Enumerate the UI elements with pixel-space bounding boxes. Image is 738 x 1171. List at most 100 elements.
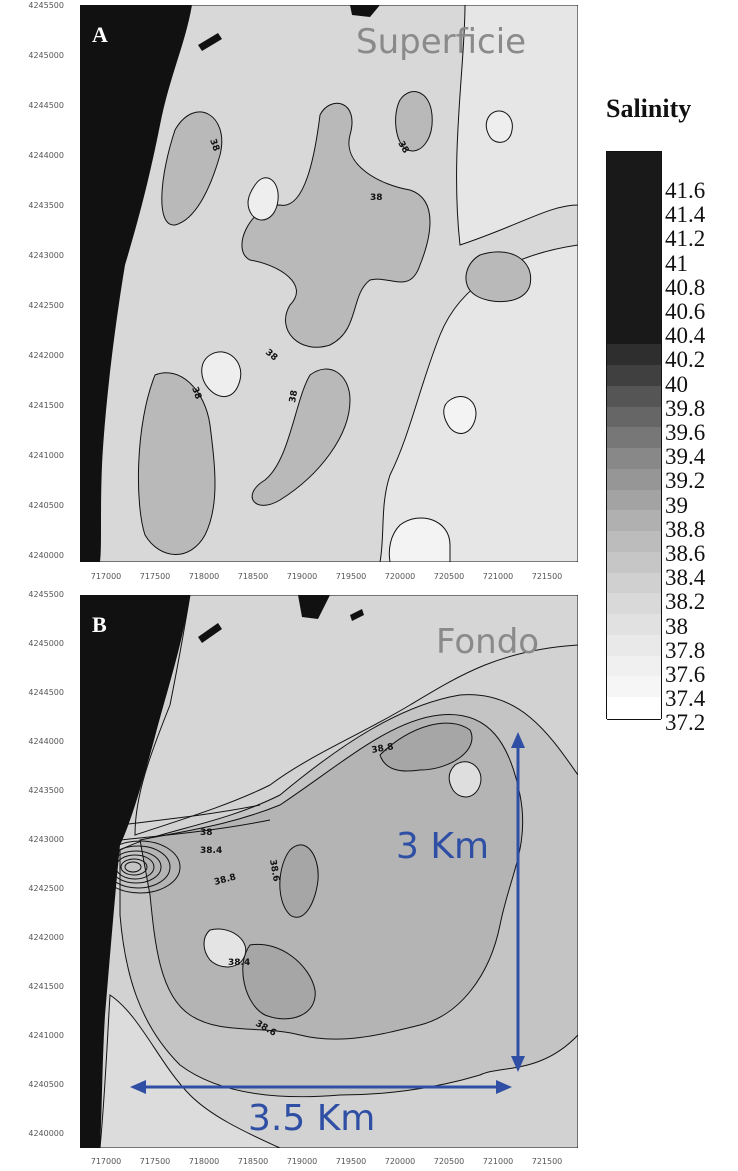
colorbar-title: Salinity [606,94,692,123]
colorbar-step [607,531,661,554]
y-tick-label: 4242500 [28,884,64,893]
x-tick-label: 719500 [335,1157,367,1166]
contour-label: 38.6 [267,859,281,883]
contour-label: 38 [200,828,213,838]
y-tick-label: 4245000 [28,51,64,60]
y-tick-label: 4245000 [28,639,64,648]
y-tick-label: 4241000 [28,1031,64,1040]
contour-label: 38.4 [200,846,222,856]
colorbar-tick-label: 39.4 [665,444,706,470]
colorbar-step [607,634,661,658]
x-tick-label: 721000 [482,1157,514,1166]
colorbar-step [607,406,661,430]
x-tick-label: 721500 [531,1157,563,1166]
colorbar-tick-label: 37.2 [665,710,706,736]
y-tick-label: 4241000 [28,451,64,460]
colorbar-tick-label: 39 [665,492,688,518]
colorbar-tick-label: 40.6 [665,299,706,324]
panel-b-map: 38 38.4 38.8 38.6 38.4 38.8 38.6 [80,595,578,1148]
y-tick-label: 4243000 [28,251,64,260]
y-tick-label: 4241500 [28,982,64,991]
x-tick-label: 719000 [286,1157,318,1166]
colorbar-tick-label: 40 [665,371,688,397]
x-tick-label: 717000 [90,1157,122,1166]
colorbar-step [607,468,661,492]
x-tick-label: 718500 [237,572,269,581]
y-tick-label: 4242000 [28,933,64,942]
horizontal-distance-label: 3.5 Km [248,1098,376,1139]
colorbar-step [607,489,661,513]
colorbar-step [607,385,661,409]
y-tick-label: 4245500 [28,1,64,10]
colorbar-tick-label: 38 [665,613,688,639]
contour-label: 38 [189,386,203,401]
vertical-distance-arrow [511,732,525,1072]
colorbar-fill [607,152,661,720]
colorbar-step [607,365,661,388]
colorbar-step [607,697,661,720]
contour-label: 38 [207,138,221,153]
colorbar-tick-label: 37.4 [665,686,706,712]
x-tick-label: 717500 [139,1157,171,1166]
colorbar [606,151,662,720]
panel-b-letter: B [92,612,107,637]
colorbar-tick-label: 38.8 [665,516,706,542]
y-tick-label: 4243000 [28,835,64,844]
colorbar-step [607,448,661,471]
y-tick-label: 4244500 [28,688,64,697]
x-tick-label: 720500 [433,572,465,581]
panel-b-title: Fondo [436,622,540,662]
y-tick-label: 4242000 [28,351,64,360]
colorbar-tick-label: 41.2 [665,226,706,252]
colorbar-step [607,614,661,637]
x-tick-label: 718000 [188,572,220,581]
contour-label: 38 [288,389,300,403]
colorbar-tick-label: 41.6 [665,178,706,203]
y-tick-label: 4244500 [28,101,64,110]
y-tick-label: 4240000 [28,551,64,560]
y-tick-label: 4242500 [28,301,64,310]
colorbar-tick-label: 38.6 [665,541,706,566]
y-tick-label: 4243500 [28,786,64,795]
colorbar-step [607,427,661,450]
colorbar-tick-label: 38.2 [665,589,706,615]
y-tick-label: 4244000 [28,737,64,746]
y-tick-label: 4243500 [28,201,64,210]
colorbar-tick-label: 39.2 [665,468,706,494]
y-tick-label: 4240000 [28,1129,64,1138]
panel-a-title: Superficie [356,22,527,62]
colorbar-step [607,152,661,347]
x-tick-label: 720500 [433,1157,465,1166]
colorbar-step [607,593,661,616]
contour-label: 38 [370,193,383,203]
panel-a-letter: A [92,22,108,47]
x-tick-label: 717000 [90,572,122,581]
x-tick-label: 718000 [188,1157,220,1166]
x-tick-label: 721500 [531,572,563,581]
contour-label: 38.8 [371,742,395,756]
x-tick-label: 721000 [482,572,514,581]
colorbar-tick-label: 37.6 [665,662,706,687]
colorbar-tick-label: 40.4 [665,323,706,349]
y-tick-label: 4240500 [28,501,64,510]
x-tick-label: 718500 [237,1157,269,1166]
y-tick-label: 4241500 [28,401,64,410]
colorbar-step [607,655,661,679]
x-tick-label: 720000 [384,572,416,581]
x-tick-label: 719500 [335,572,367,581]
y-tick-label: 4245500 [28,590,64,599]
y-tick-label: 4240500 [28,1080,64,1089]
colorbar-tick-label: 39.8 [665,395,706,421]
colorbar-tick-label: 40.8 [665,274,706,300]
colorbar-step [607,572,661,596]
colorbar-tick-label: 37.8 [665,637,706,663]
colorbar-step [607,344,661,367]
vertical-distance-label: 3 Km [396,826,490,867]
colorbar-tick-label: 39.6 [665,420,706,445]
panel-a-map: 38 38 38 38 38 38 [80,5,578,562]
x-tick-label: 720000 [384,1157,416,1166]
colorbar-step [607,676,661,699]
x-tick-label: 717500 [139,572,171,581]
contour-label: 38.4 [228,958,250,968]
